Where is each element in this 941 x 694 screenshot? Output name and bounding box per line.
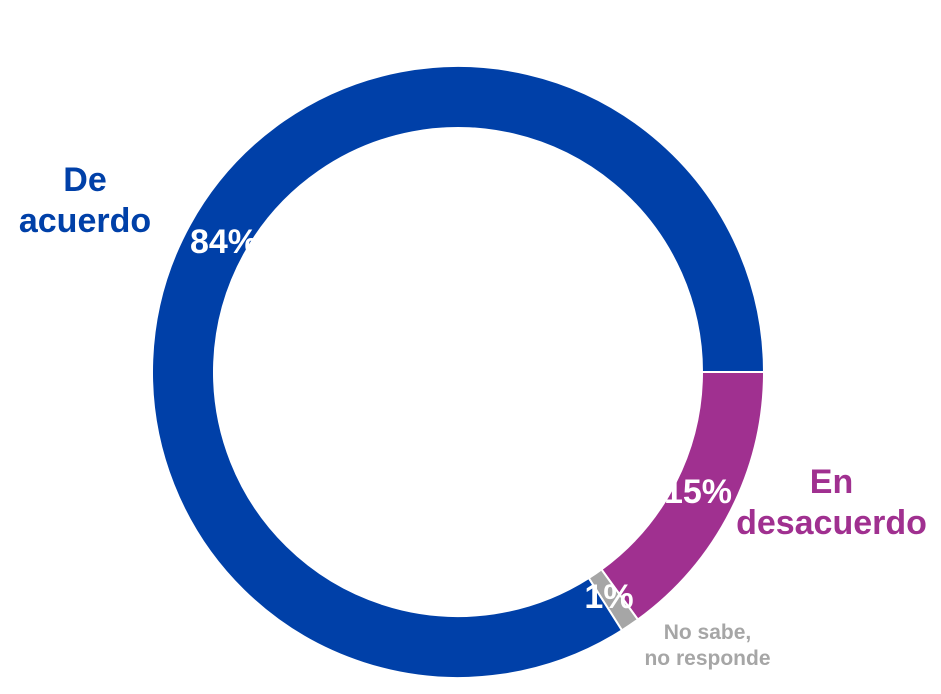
data-label-no-sabe: 1% [584, 578, 633, 616]
data-label-de-acuerdo: 84% [190, 223, 258, 261]
data-label-en-desacuerdo: 15% [664, 473, 732, 511]
category-label-no-sabe: No sabe, no responde [644, 621, 771, 670]
category-label-en-desacuerdo: En desacuerdo [736, 463, 927, 543]
category-label-de-acuerdo: De acuerdo [18, 161, 152, 241]
slice-de-acuerdo [151, 65, 766, 679]
